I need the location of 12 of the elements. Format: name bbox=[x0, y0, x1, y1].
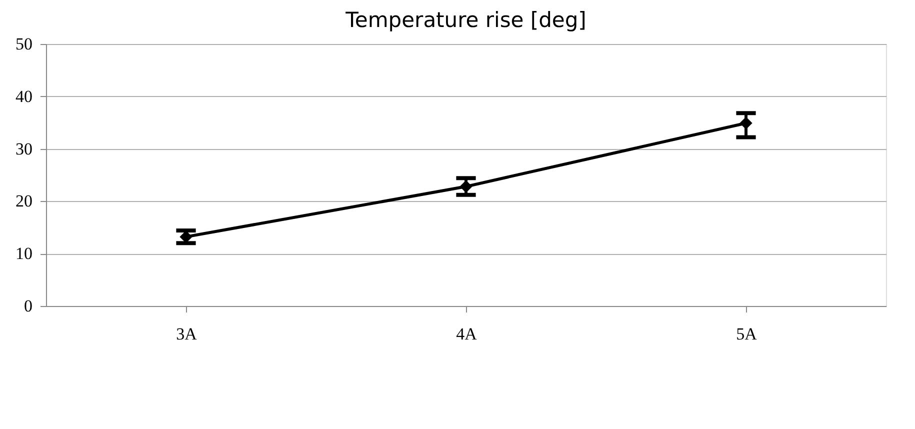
y-tick-label: 10 bbox=[16, 244, 32, 264]
x-tick-label: 4A bbox=[456, 324, 478, 344]
chart-title: Temperature rise [deg] bbox=[344, 8, 586, 32]
y-tick-label: 50 bbox=[16, 34, 32, 54]
y-tick-label: 40 bbox=[16, 86, 32, 106]
x-tick-label: 5A bbox=[736, 324, 758, 344]
y-tick-label: 0 bbox=[24, 296, 32, 316]
x-tick-label: 3A bbox=[176, 324, 198, 344]
y-tick-label: 20 bbox=[16, 192, 32, 211]
point bbox=[460, 180, 472, 193]
point bbox=[740, 116, 752, 130]
y-tick-label: 30 bbox=[16, 139, 32, 158]
